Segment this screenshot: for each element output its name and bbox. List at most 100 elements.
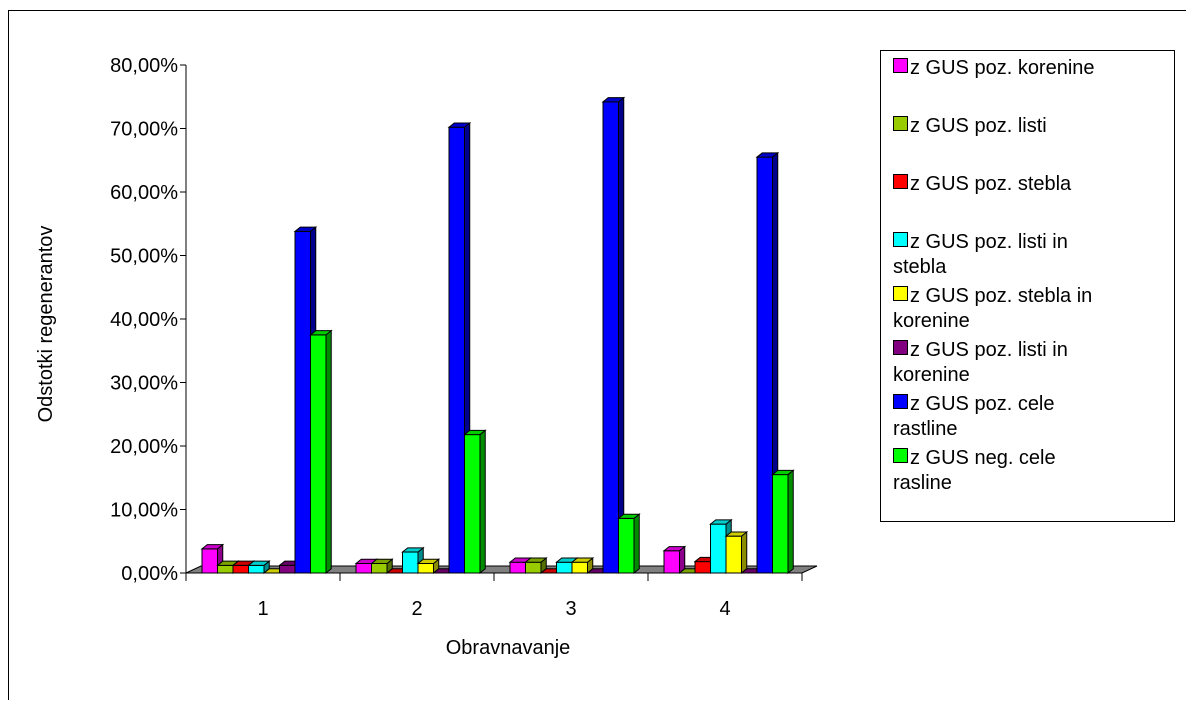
legend-label: rasline xyxy=(893,472,952,494)
x-tick-label: 4 xyxy=(719,598,730,620)
chart-frame xyxy=(8,10,1186,700)
bar-top xyxy=(401,547,425,553)
legend-label: z GUS poz. listi in xyxy=(910,231,1068,253)
y-tick-label: 50,00% xyxy=(110,246,178,268)
bar-top xyxy=(662,546,687,552)
legend-label: z GUS poz. listi in xyxy=(910,339,1068,361)
y-tick-label: 80,00% xyxy=(110,55,178,77)
bar-top xyxy=(601,97,626,103)
legend-item: z GUS poz. listi xyxy=(893,114,1173,139)
bar-top xyxy=(447,122,472,128)
legend-swatch xyxy=(893,174,908,189)
legend-label: z GUS poz. korenine xyxy=(910,57,1095,79)
bar-top xyxy=(709,519,733,525)
y-tick-label: 70,00% xyxy=(110,119,178,141)
legend-item: z GUS poz. listi in stebla xyxy=(893,230,1173,280)
y-axis-title: Odstotki regenerantov xyxy=(35,226,57,423)
legend-label: z GUS poz. stebla xyxy=(910,173,1072,195)
bar-top xyxy=(200,544,225,550)
bar-front xyxy=(417,562,434,574)
bar-front xyxy=(217,564,234,574)
x-tick-label: 1 xyxy=(257,598,268,620)
bar-8-cat-4 xyxy=(771,469,795,575)
bar-front xyxy=(556,561,573,574)
bar-front xyxy=(248,564,265,574)
y-tick-label: 0,00% xyxy=(121,563,178,585)
bar-front xyxy=(694,561,711,574)
legend-label: z GUS poz. listi xyxy=(910,115,1047,137)
bar-top xyxy=(247,560,271,566)
x-tick-label: 2 xyxy=(411,598,422,620)
bar-front xyxy=(663,550,680,574)
bar-front xyxy=(618,517,635,574)
bar-front xyxy=(355,562,372,574)
bar-side xyxy=(741,530,748,575)
x-tick-label: 3 xyxy=(565,598,576,620)
legend-item: z GUS neg. cele rasline xyxy=(893,446,1173,496)
bar-front xyxy=(448,126,465,574)
bar-side xyxy=(479,429,486,575)
bar-top xyxy=(524,557,548,563)
bar-7-cat-3 xyxy=(601,96,626,575)
legend-swatch xyxy=(893,340,908,355)
legend-item: z GUS poz. stebla in korenine xyxy=(893,284,1173,334)
legend-label: korenine xyxy=(893,364,970,386)
chart-bars xyxy=(200,96,795,575)
bar-side xyxy=(633,513,640,575)
bar-top xyxy=(617,513,641,519)
bar-top xyxy=(755,152,780,158)
legend-swatch xyxy=(893,116,908,131)
bar-side xyxy=(787,469,794,575)
legend-item: z GUS poz. stebla xyxy=(893,172,1173,197)
bar-front xyxy=(294,230,311,574)
y-tick-label: 10,00% xyxy=(110,500,178,522)
legend-label: z GUS neg. cele xyxy=(910,447,1056,469)
chart-labels: 0,00% 10,00% 20,00% 30,00% 40,00% 50,00% 60,00… xyxy=(35,55,731,659)
bar-top xyxy=(293,226,318,232)
legend-item: z GUS poz. listi in korenine xyxy=(893,338,1173,388)
bar-front xyxy=(571,561,588,574)
legend-item: z GUS poz. korenine xyxy=(893,56,1173,81)
bar-front xyxy=(509,561,526,574)
legend-swatch xyxy=(893,448,908,463)
legend-swatch xyxy=(893,286,908,301)
bar-top xyxy=(309,330,333,336)
bar-front xyxy=(201,548,218,574)
bar-4-cat-1 xyxy=(247,560,271,575)
bar-front xyxy=(725,535,742,574)
bar-5-cat-4 xyxy=(724,530,749,575)
bar-top xyxy=(370,558,394,564)
bar-front xyxy=(710,523,727,574)
bar-front xyxy=(525,561,542,574)
legend-item: z GUS poz. cele rastline xyxy=(893,392,1173,442)
y-tick-label: 30,00% xyxy=(110,373,178,395)
bar-7-cat-4 xyxy=(755,151,780,575)
legend-swatch xyxy=(893,232,908,247)
y-tick-label: 20,00% xyxy=(110,436,178,458)
bar-8-cat-2 xyxy=(463,429,487,575)
legend-label: z GUS poz. cele xyxy=(910,393,1055,415)
bar-front xyxy=(772,474,789,574)
bar-8-cat-1 xyxy=(309,329,333,575)
bar-front xyxy=(232,564,249,574)
bar-top xyxy=(570,557,595,563)
bar-top xyxy=(771,469,795,476)
bar-8-cat-3 xyxy=(617,513,641,575)
bar-front xyxy=(310,334,327,574)
bar-front xyxy=(464,434,481,574)
legend-swatch xyxy=(893,58,908,73)
bar-side xyxy=(325,329,332,575)
legend-label: rastline xyxy=(893,418,958,440)
bar-front xyxy=(756,156,773,574)
bar-top xyxy=(724,531,749,537)
chart-legend: z GUS poz. korenine z GUS poz. listi z GUS… xyxy=(880,50,1175,522)
y-tick-label: 40,00% xyxy=(110,309,178,331)
bar-front xyxy=(279,564,296,574)
bar-side xyxy=(618,96,625,575)
chart-axes xyxy=(180,64,803,581)
legend-label: stebla xyxy=(893,256,947,278)
y-tick-label: 60,00% xyxy=(110,182,178,204)
bar-1-cat-4 xyxy=(662,545,687,575)
bar-front xyxy=(402,551,419,574)
bar-front xyxy=(602,101,619,574)
